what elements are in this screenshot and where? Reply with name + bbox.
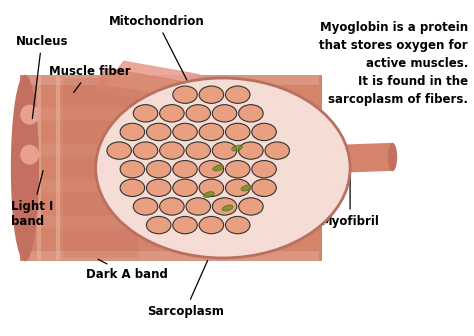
Circle shape xyxy=(173,123,197,140)
Circle shape xyxy=(133,198,158,215)
Circle shape xyxy=(226,179,250,197)
Circle shape xyxy=(226,216,250,234)
Circle shape xyxy=(173,216,197,234)
Ellipse shape xyxy=(241,185,252,191)
Text: Mitochondrion: Mitochondrion xyxy=(109,15,217,139)
Text: Myofibril: Myofibril xyxy=(320,161,380,228)
Circle shape xyxy=(146,123,171,140)
Text: Myoglobin is a protein
that stores oxygen for
active muscles.
It is found in the: Myoglobin is a protein that stores oxyge… xyxy=(319,22,468,107)
Ellipse shape xyxy=(213,165,224,171)
Circle shape xyxy=(160,198,184,215)
Circle shape xyxy=(120,161,145,178)
Circle shape xyxy=(238,198,263,215)
Ellipse shape xyxy=(388,143,397,171)
Circle shape xyxy=(160,104,184,122)
Circle shape xyxy=(226,161,250,178)
Circle shape xyxy=(186,142,210,159)
Circle shape xyxy=(212,142,237,159)
Circle shape xyxy=(146,216,171,234)
Circle shape xyxy=(120,123,145,140)
Text: Nucleus: Nucleus xyxy=(16,35,68,119)
Circle shape xyxy=(226,86,250,103)
Circle shape xyxy=(212,104,237,122)
Text: Light I
band: Light I band xyxy=(11,171,53,228)
Circle shape xyxy=(199,86,224,103)
Circle shape xyxy=(199,161,224,178)
Circle shape xyxy=(199,179,224,197)
Circle shape xyxy=(133,104,158,122)
Circle shape xyxy=(252,123,276,140)
Bar xyxy=(63,78,138,258)
Circle shape xyxy=(238,104,263,122)
Ellipse shape xyxy=(222,205,233,211)
Circle shape xyxy=(160,142,184,159)
Polygon shape xyxy=(96,68,181,101)
Circle shape xyxy=(186,104,210,122)
Bar xyxy=(20,75,322,261)
Ellipse shape xyxy=(203,192,214,198)
Ellipse shape xyxy=(20,105,39,125)
Circle shape xyxy=(96,78,350,258)
Polygon shape xyxy=(105,61,199,95)
Circle shape xyxy=(252,179,276,197)
Circle shape xyxy=(146,161,171,178)
Circle shape xyxy=(173,161,197,178)
Circle shape xyxy=(199,216,224,234)
Circle shape xyxy=(238,142,263,159)
Ellipse shape xyxy=(11,75,39,261)
Circle shape xyxy=(173,179,197,197)
Circle shape xyxy=(199,123,224,140)
Circle shape xyxy=(107,142,131,159)
Circle shape xyxy=(186,198,210,215)
Ellipse shape xyxy=(232,145,242,151)
Circle shape xyxy=(212,198,237,215)
Circle shape xyxy=(173,86,197,103)
Circle shape xyxy=(252,161,276,178)
Text: Dark A band: Dark A band xyxy=(86,259,168,281)
Text: Muscle fiber: Muscle fiber xyxy=(48,65,130,92)
Circle shape xyxy=(133,142,158,159)
Ellipse shape xyxy=(20,145,39,165)
Circle shape xyxy=(146,179,171,197)
Circle shape xyxy=(265,142,290,159)
Circle shape xyxy=(226,123,250,140)
Circle shape xyxy=(120,179,145,197)
Text: Sarcoplasm: Sarcoplasm xyxy=(147,260,224,318)
